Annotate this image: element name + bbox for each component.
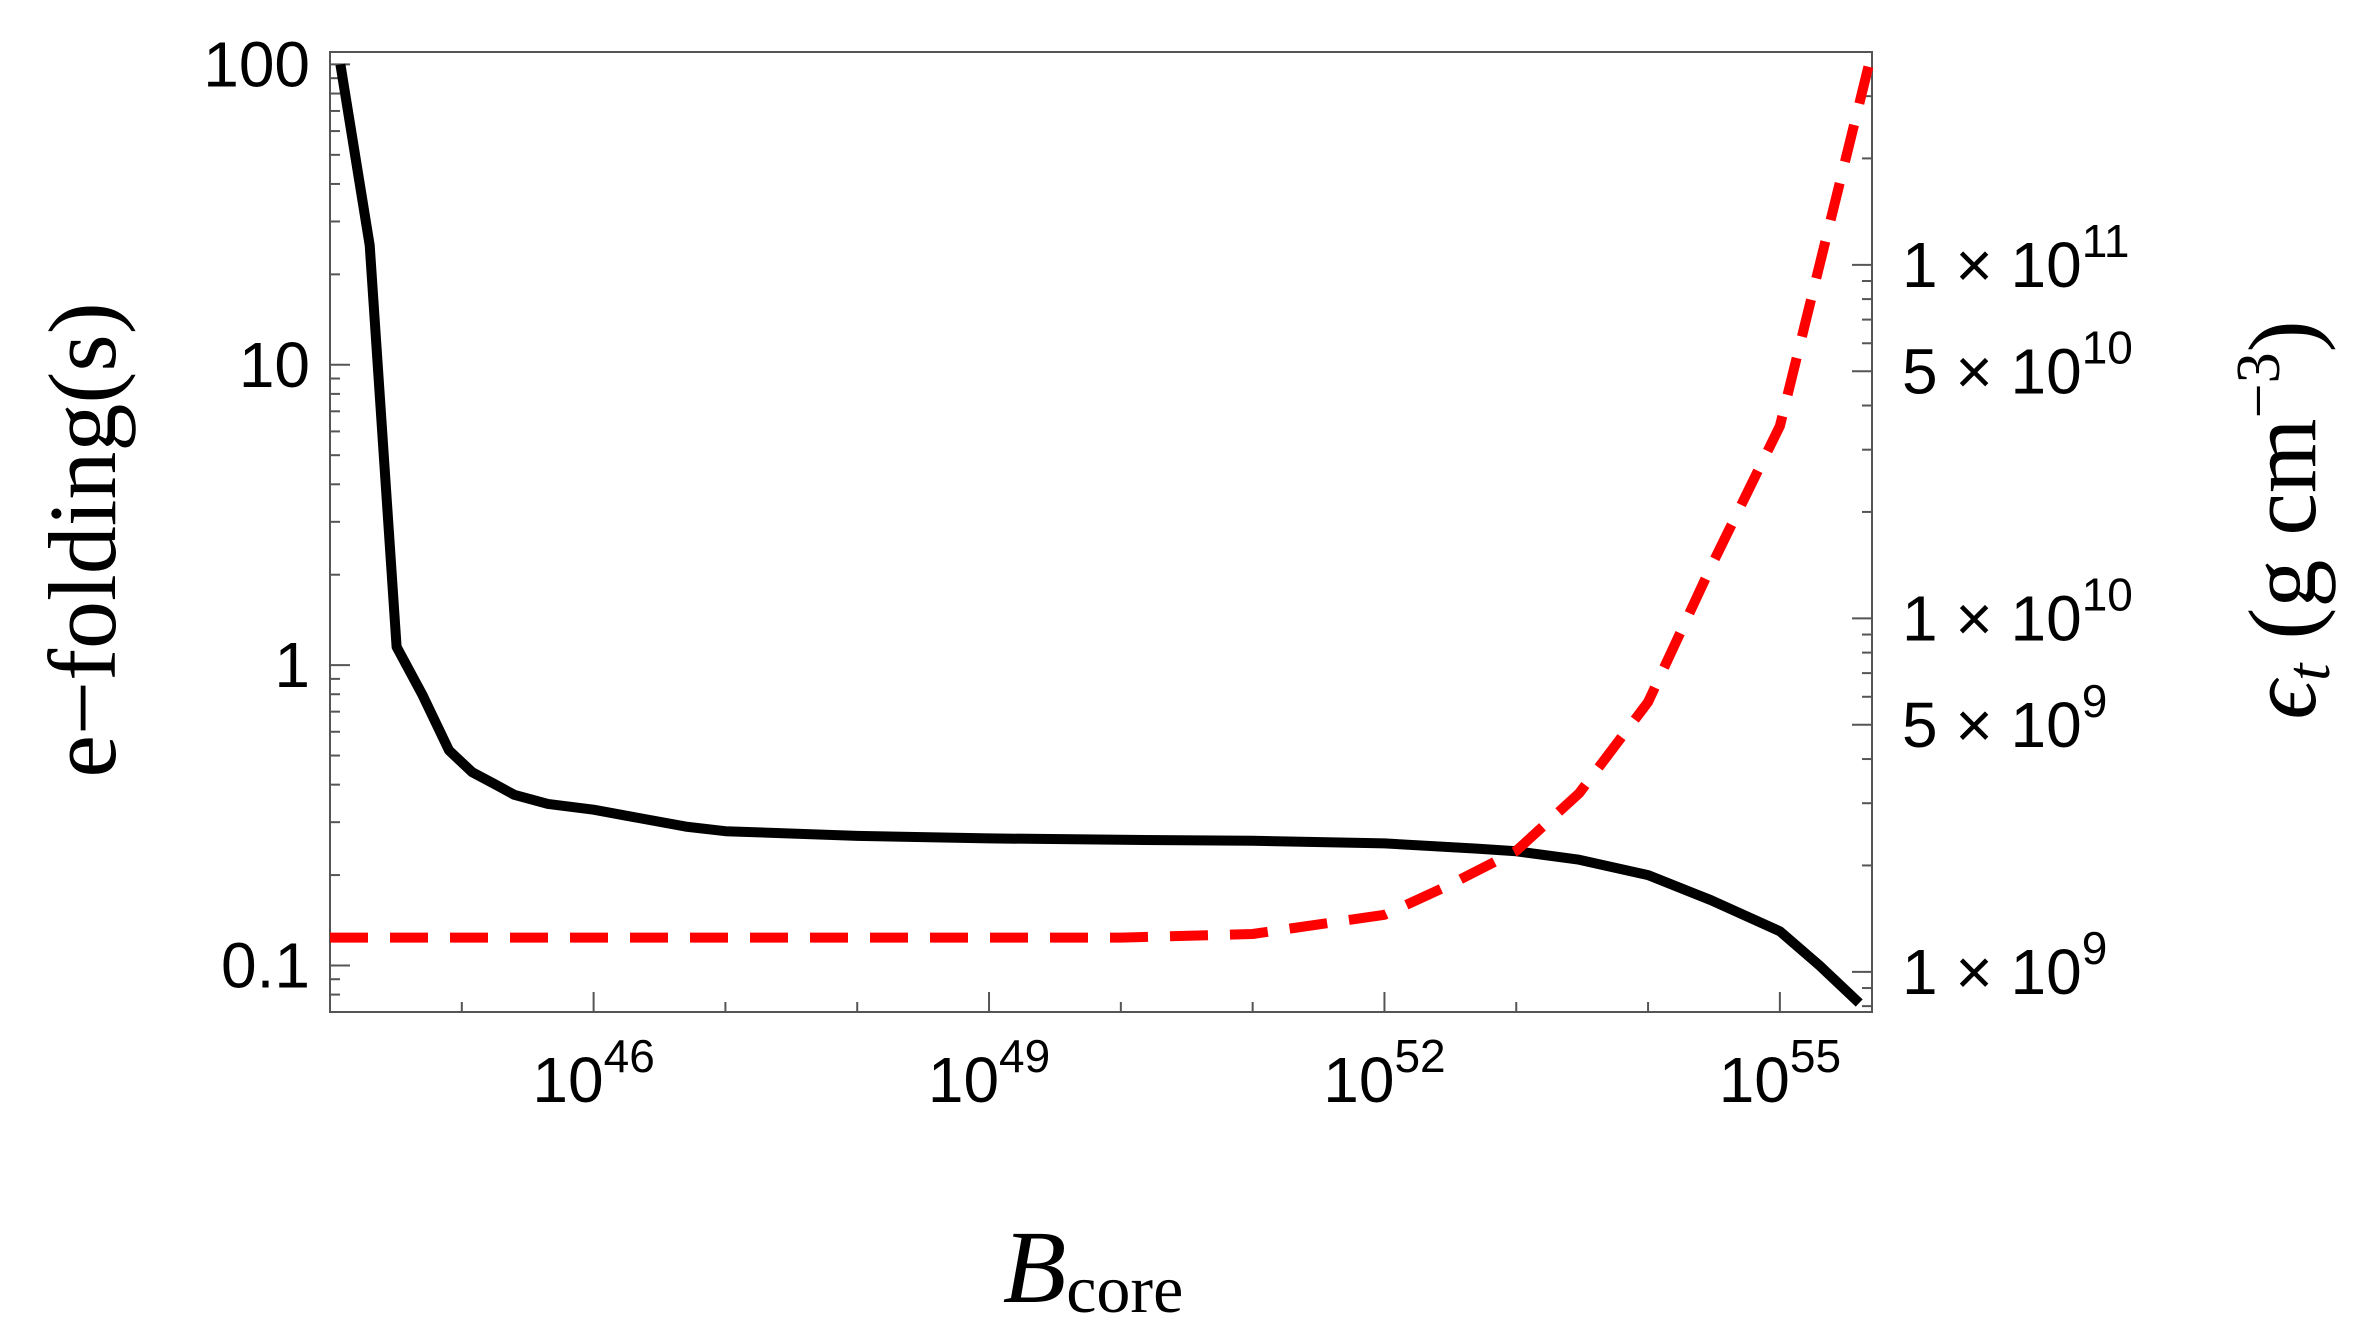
- x-tick-label-exp: 49: [999, 1030, 1050, 1082]
- right-y-tick-label-mantissa: 5 × 10: [1902, 335, 2082, 407]
- left-y-axis-title: e−folding(s): [29, 302, 136, 777]
- x-tick-label-base: 10: [1719, 1044, 1790, 1116]
- x-tick-label-base: 10: [928, 1044, 999, 1116]
- right-y-tick-label-exp: 9: [2082, 675, 2108, 727]
- left-y-tick-label-10: 10: [239, 329, 310, 401]
- right-y-tick-label-mantissa: 1 × 10: [1902, 229, 2082, 301]
- series-epsilon-t-line: [330, 50, 1877, 943]
- left-y-axis-ticks: 100 10 1 0.1: [203, 28, 350, 1013]
- right-y-axis-title-paren: (g cm: [2229, 418, 2336, 663]
- right-y-tick-label-exp: 10: [2082, 321, 2133, 373]
- right-y-tick-label-exp: 10: [2082, 568, 2133, 620]
- right-y-axis-title-sub: t: [2275, 662, 2343, 681]
- x-tick-label-1e49: 1049: [928, 1030, 1050, 1116]
- x-tick-label-exp: 46: [604, 1030, 655, 1082]
- left-y-tick-label-0-1: 0.1: [221, 929, 310, 1001]
- x-tick-label-1e52: 1052: [1323, 1030, 1445, 1116]
- right-y-tick-label-5e9: 5 × 109: [1902, 675, 2107, 761]
- x-axis-title: Bcore: [1003, 1210, 1184, 1327]
- right-y-tick-label-5e10: 5 × 1010: [1902, 321, 2133, 407]
- right-y-axis-title-sup: −3: [2225, 352, 2293, 418]
- left-y-tick-label-1: 1: [274, 629, 310, 701]
- x-tick-label-exp: 55: [1790, 1030, 1841, 1082]
- right-y-tick-label-mantissa: 1 × 10: [1902, 582, 2082, 654]
- x-tick-label-base: 10: [532, 1044, 603, 1116]
- left-y-tick-label-100: 100: [203, 28, 310, 100]
- x-axis-title-sub: core: [1066, 1251, 1183, 1327]
- series-e-folding-line: [335, 63, 1863, 1007]
- axes-frame: [329, 51, 1873, 1013]
- x-axis-ticks: 1046 1049 1052 1055: [329, 992, 1841, 1116]
- right-y-tick-label-mantissa: 5 × 10: [1902, 689, 2082, 761]
- right-y-axis-title-close: ): [2229, 320, 2336, 352]
- x-tick-label-exp: 52: [1394, 1030, 1445, 1082]
- x-tick-label-1e55: 1055: [1719, 1030, 1841, 1116]
- right-y-axis-title: ϵt (g cm−3): [2225, 320, 2343, 719]
- x-tick-label-1e46: 1046: [532, 1030, 654, 1116]
- plot-frame: [329, 51, 1873, 1013]
- right-y-tick-label-1e11: 1 × 1011: [1902, 215, 2129, 301]
- right-y-tick-label-1e10: 1 × 1010: [1902, 568, 2133, 654]
- right-y-tick-label-exp: 9: [2082, 922, 2108, 974]
- right-y-tick-label-mantissa: 1 × 10: [1902, 936, 2082, 1008]
- right-y-tick-label-exp: 11: [2082, 215, 2130, 267]
- x-tick-label-base: 10: [1323, 1044, 1394, 1116]
- x-axis-title-main: B: [1003, 1210, 1067, 1325]
- right-y-axis-title-main: ϵ: [2229, 678, 2336, 720]
- right-y-tick-label-1e9: 1 × 109: [1902, 922, 2107, 1008]
- series-layer: [330, 50, 1877, 1007]
